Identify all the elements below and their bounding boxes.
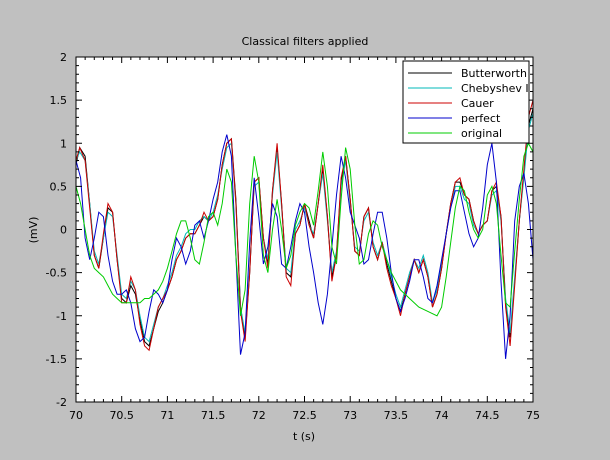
x-tick-label: 71.5 [201, 409, 226, 422]
x-tick-label: 74 [435, 409, 449, 422]
legend-label-3: perfect [461, 112, 501, 125]
x-tick-label: 70 [69, 409, 83, 422]
x-tick-label: 71 [160, 409, 174, 422]
axis-ticks: 70 70.5 71 71.5 72 72.5 73 73.5 74 74.5 75 2 1.5 1 0.5… [46, 51, 540, 422]
x-tick-label: 70.5 [109, 409, 134, 422]
legend-label-2: Cauer [461, 97, 494, 110]
legend-label-4: original [461, 127, 502, 140]
y-tick-label: 0 [60, 224, 67, 237]
x-axis-label: t (s) [293, 430, 315, 443]
legend-label-0: Butterworth [461, 67, 527, 80]
x-tick-label: 73.5 [384, 409, 409, 422]
y-tick-label: 2 [60, 51, 67, 64]
x-tick-label: 72 [252, 409, 266, 422]
series-line-4 [75, 142, 534, 317]
y-tick-label: 1 [60, 137, 67, 150]
legend-label-1: Chebyshev I [461, 82, 529, 95]
y-tick-label: 0.5 [50, 180, 68, 193]
x-tick-label: 73 [343, 409, 357, 422]
series-line-1 [75, 112, 534, 343]
series-lines [75, 99, 534, 359]
y-tick-label: -2 [56, 396, 67, 409]
y-tick-label: -0.5 [46, 267, 67, 280]
legend-box [402, 60, 530, 144]
y-axis-label: (mV) [27, 217, 40, 244]
x-tick-label: 72.5 [292, 409, 317, 422]
y-tick-label: -1 [56, 310, 67, 323]
x-tick-label: 75 [526, 409, 540, 422]
series-line-3 [75, 134, 534, 359]
y-tick-label: -1.5 [46, 353, 67, 366]
y-tick-label: 1.5 [50, 94, 68, 107]
chart-title: Classical filters applied [242, 35, 369, 48]
legend: Butterworth Chebyshev I Cauer perfect origin… [402, 60, 530, 144]
x-tick-label: 74.5 [475, 409, 500, 422]
